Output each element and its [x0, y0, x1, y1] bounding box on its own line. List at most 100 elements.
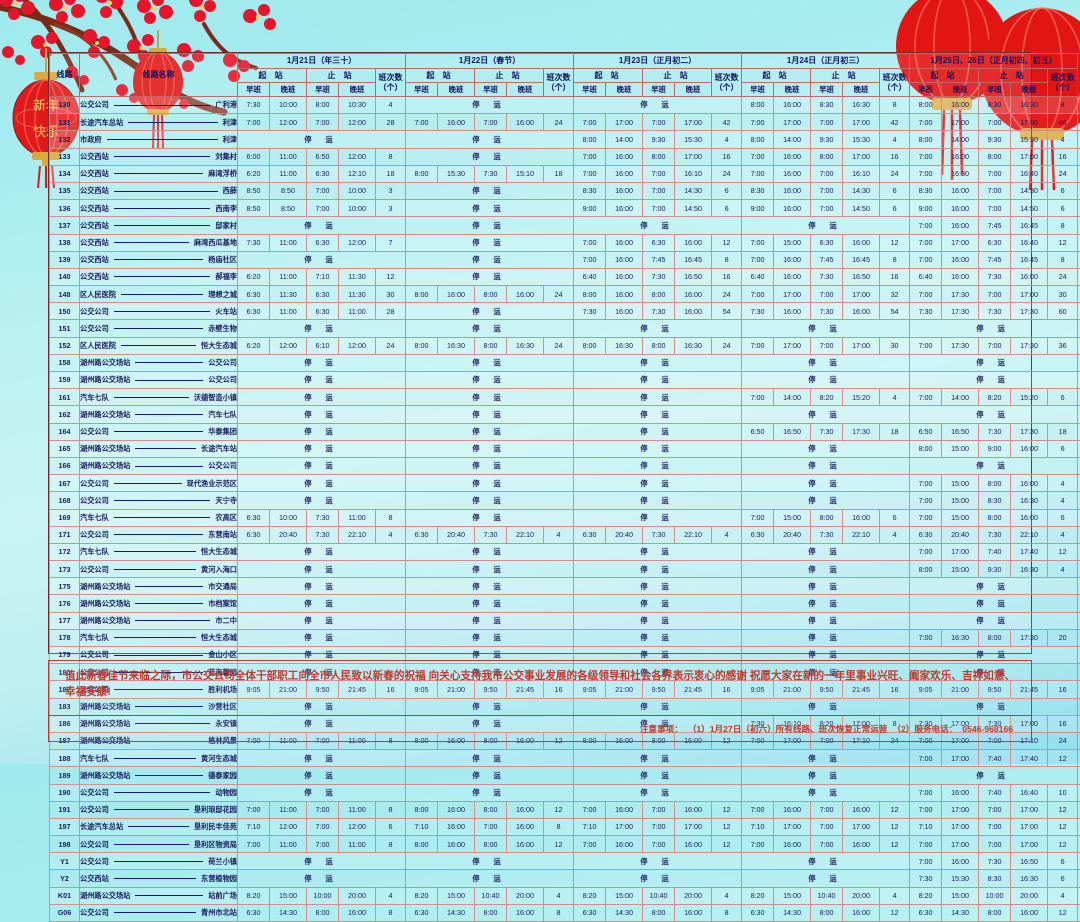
line-name-cell: 市政府利津	[80, 131, 238, 148]
end-first-cell-g0: 10:00	[307, 887, 339, 904]
route-dash-icon	[135, 603, 203, 604]
end-first-cell-g0: 7:30	[307, 526, 339, 543]
line-name-cell: 公交公司华泰集团	[80, 423, 238, 440]
end-first-cell-g2: 7:00	[643, 165, 675, 182]
trip-count-cell-g2: 4	[712, 131, 742, 148]
start-first-cell-g4: 7:30	[910, 870, 942, 887]
end-first-cell-g4: 7:00	[979, 114, 1011, 131]
origin-station: 公交公司	[80, 841, 109, 848]
start-first-cell-g4: 6:30	[910, 526, 942, 543]
start-last-cell-g0: 11:30	[270, 286, 307, 303]
suspended-cell-g1: 停 运	[406, 543, 574, 560]
end-last-cell-g1: 16:00	[507, 836, 544, 853]
end-first-cell-g2: 7:00	[643, 114, 675, 131]
route-dash-icon	[114, 758, 196, 759]
line-number-cell: 172	[50, 543, 80, 560]
trip-count-cell-g4: 16	[1048, 148, 1078, 165]
start-first-cell-g4: 8:00	[910, 561, 942, 578]
end-last-cell-g0: 12:00	[339, 234, 376, 251]
end-last-cell-g0: 12:00	[339, 818, 376, 835]
start-last-cell-g0: 20:40	[270, 526, 307, 543]
end-first-cell-g0: 8:00	[307, 904, 339, 921]
end-last-cell-g0: 10:00	[339, 182, 376, 199]
start-last-cell-g0: 11:00	[270, 836, 307, 853]
line-name-cell: 公交西站刘集村	[80, 148, 238, 165]
suspended-cell-g1: 停 运	[406, 612, 574, 629]
start-first-cell-g2: 7:00	[574, 114, 606, 131]
origin-station: 湖州路公交场站	[80, 376, 130, 383]
start-first-cell-g3: 7:10	[742, 818, 774, 835]
route-dash-icon	[121, 345, 196, 346]
trip-count-cell-g3: 18	[880, 423, 910, 440]
suspended-cell-g1: 停 运	[406, 475, 574, 492]
end-last-cell-g3: 16:00	[843, 801, 880, 818]
header-last-trip-g4-3: 晚班	[1011, 83, 1048, 97]
route-dash-icon	[135, 448, 196, 449]
origin-station: 公交公司	[80, 101, 109, 108]
start-last-cell-g4: 17:30	[942, 286, 979, 303]
destination-station: 站前广场	[208, 892, 237, 899]
line-number-cell: 188	[50, 750, 80, 767]
trip-count-cell-g4: 12	[1048, 543, 1078, 560]
trip-count-cell-g0: 8	[376, 904, 406, 921]
destination-station: 广利港	[215, 101, 237, 108]
line-name-cell: 公交公司垦利区物资局	[80, 836, 238, 853]
start-first-cell-g4: 7:00	[910, 148, 942, 165]
end-first-cell-g3: 8:00	[811, 509, 843, 526]
end-last-cell-g4: 16:40	[1011, 165, 1048, 182]
trip-count-cell-g0: 8	[376, 509, 406, 526]
destination-station: 公交公司	[208, 359, 237, 366]
header-last-trip-g3-1: 晚班	[774, 83, 811, 97]
suspended-cell-g0: 停 运	[238, 578, 406, 595]
route-dash-icon	[114, 156, 211, 157]
suspended-cell-g2: 停 运	[574, 853, 742, 870]
end-first-cell-g4: 8:30	[979, 492, 1011, 509]
header-date-group-2: 1月23日（正月初二）	[574, 54, 742, 69]
trip-count-cell-g1: 12	[544, 836, 574, 853]
start-last-cell-g4: 16:00	[942, 97, 979, 114]
start-last-cell-g0: 11:00	[270, 303, 307, 320]
end-first-cell-g0: 6:30	[307, 234, 339, 251]
end-last-cell-g3: 17:00	[843, 337, 880, 354]
suspended-cell-g2: 停 运	[574, 784, 742, 801]
suspended-cell-g4: 停 运	[910, 320, 1078, 337]
start-last-cell-g4: 17:00	[942, 836, 979, 853]
start-last-cell-g2: 20:40	[606, 526, 643, 543]
end-first-cell-g4: 7:45	[979, 217, 1011, 234]
trip-count-cell-g3: 4	[880, 887, 910, 904]
trip-count-cell-g3: 12	[880, 904, 910, 921]
suspended-cell-g2: 停 运	[574, 543, 742, 560]
end-first-cell-g0: 7:10	[307, 268, 339, 285]
line-name-cell: 汽车七队沃德智造小镇	[80, 389, 238, 406]
end-first-cell-g4: 10:00	[979, 887, 1011, 904]
start-last-cell-g1: 16:00	[438, 114, 475, 131]
trip-count-cell-g4: 4	[1048, 492, 1078, 509]
end-last-cell-g3: 16:00	[843, 234, 880, 251]
notice-item-1: （1）1月27日（初六）所有线路、班次恢复正常运营	[688, 723, 888, 735]
end-last-cell-g0: 10:30	[339, 97, 376, 114]
end-first-cell-g2: 7:00	[643, 801, 675, 818]
start-first-cell-g1: 7:00	[406, 114, 438, 131]
end-first-cell-g1: 8:00	[475, 286, 507, 303]
trip-count-cell-g4: 36	[1048, 337, 1078, 354]
destination-station: 恒大生态城	[201, 634, 237, 641]
suspended-cell-g3: 停 运	[742, 629, 910, 646]
suspended-cell-g1: 停 运	[406, 182, 574, 199]
header-end-station-g1: 止 站	[475, 69, 544, 83]
suspended-cell-g1: 停 运	[406, 561, 574, 578]
start-first-cell-g3: 6:30	[742, 526, 774, 543]
trip-count-cell-g0: 8	[376, 148, 406, 165]
line-name-cell: 湖州路公交场站市档案馆	[80, 595, 238, 612]
start-first-cell-g3: 7:00	[742, 234, 774, 251]
start-first-cell-g2: 7:00	[574, 148, 606, 165]
start-last-cell-g2: 16:00	[606, 268, 643, 285]
end-first-cell-g4: 7:00	[979, 182, 1011, 199]
end-first-cell-g3: 7:00	[811, 337, 843, 354]
start-first-cell-g4: 7:00	[910, 629, 942, 646]
